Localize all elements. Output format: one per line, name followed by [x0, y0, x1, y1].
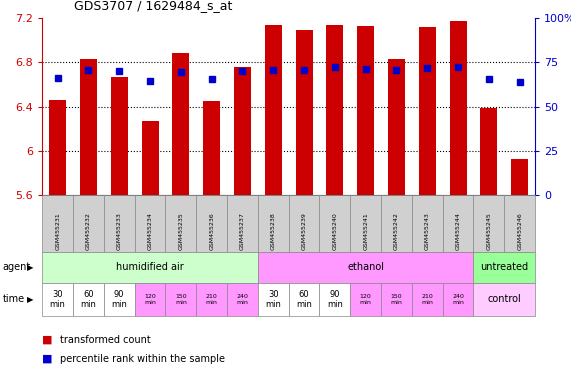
- Text: 240
min: 240 min: [452, 294, 464, 305]
- Text: 150
min: 150 min: [391, 294, 403, 305]
- Text: GSM455240: GSM455240: [332, 212, 337, 250]
- Text: GSM455232: GSM455232: [86, 212, 91, 250]
- Bar: [111, 77, 128, 195]
- Bar: [449, 22, 467, 195]
- Text: GSM455244: GSM455244: [456, 212, 461, 250]
- Text: GSM455239: GSM455239: [301, 212, 307, 250]
- Text: transformed count: transformed count: [60, 335, 151, 345]
- Text: GSM455245: GSM455245: [486, 212, 491, 250]
- Text: GDS3707 / 1629484_s_at: GDS3707 / 1629484_s_at: [74, 0, 232, 12]
- Bar: [203, 101, 220, 195]
- Text: 210
min: 210 min: [421, 294, 433, 305]
- Text: GSM455234: GSM455234: [147, 212, 152, 250]
- Text: GSM455233: GSM455233: [116, 212, 122, 250]
- Text: GSM455243: GSM455243: [425, 212, 430, 250]
- Bar: [234, 67, 251, 195]
- Text: ▶: ▶: [27, 263, 34, 272]
- Bar: [511, 159, 528, 195]
- Bar: [142, 121, 159, 195]
- Text: GSM455246: GSM455246: [517, 212, 522, 250]
- Text: 30
min: 30 min: [50, 290, 66, 309]
- Text: percentile rank within the sample: percentile rank within the sample: [60, 354, 225, 364]
- Bar: [80, 59, 97, 195]
- Text: 120
min: 120 min: [360, 294, 372, 305]
- Bar: [172, 53, 190, 195]
- Bar: [49, 100, 66, 195]
- Text: humidified air: humidified air: [116, 262, 184, 272]
- Text: 240
min: 240 min: [236, 294, 248, 305]
- Bar: [357, 26, 374, 195]
- Text: ▶: ▶: [27, 295, 34, 304]
- Text: ■: ■: [42, 335, 53, 345]
- Text: agent: agent: [3, 262, 31, 272]
- Text: 120
min: 120 min: [144, 294, 156, 305]
- Text: 90
min: 90 min: [111, 290, 127, 309]
- Text: 150
min: 150 min: [175, 294, 187, 305]
- Text: GSM455235: GSM455235: [178, 212, 183, 250]
- Bar: [480, 108, 497, 195]
- Text: control: control: [488, 294, 521, 305]
- Text: 210
min: 210 min: [206, 294, 218, 305]
- Bar: [296, 30, 312, 195]
- Text: GSM455231: GSM455231: [55, 212, 60, 250]
- Text: untreated: untreated: [480, 262, 528, 272]
- Bar: [327, 25, 343, 195]
- Bar: [388, 59, 405, 195]
- Text: GSM455241: GSM455241: [363, 212, 368, 250]
- Bar: [265, 25, 282, 195]
- Text: GSM455237: GSM455237: [240, 212, 245, 250]
- Text: 90
min: 90 min: [327, 290, 343, 309]
- Text: time: time: [3, 294, 25, 305]
- Text: ethanol: ethanol: [347, 262, 384, 272]
- Text: GSM455238: GSM455238: [271, 212, 276, 250]
- Text: ■: ■: [42, 354, 53, 364]
- Text: GSM455236: GSM455236: [209, 212, 214, 250]
- Text: 60
min: 60 min: [81, 290, 96, 309]
- Text: 60
min: 60 min: [296, 290, 312, 309]
- Text: 30
min: 30 min: [266, 290, 281, 309]
- Text: GSM455242: GSM455242: [394, 212, 399, 250]
- Bar: [419, 27, 436, 195]
